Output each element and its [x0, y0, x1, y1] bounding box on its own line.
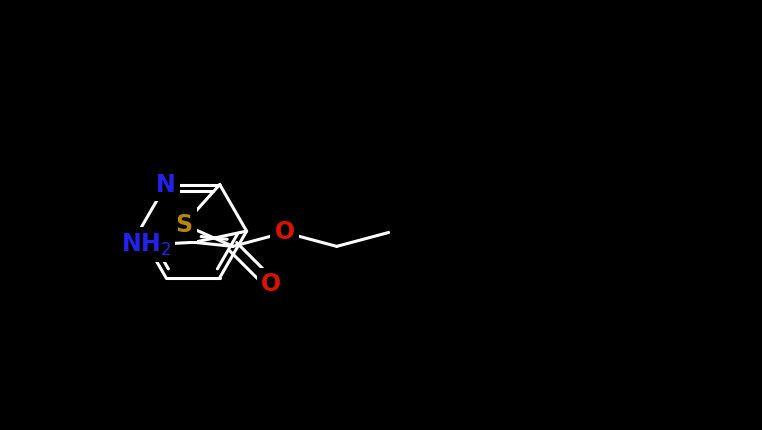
- Text: S: S: [175, 212, 192, 236]
- Text: N: N: [156, 172, 176, 197]
- Text: O: O: [275, 221, 295, 245]
- Text: O: O: [261, 272, 281, 296]
- Text: NH$_2$: NH$_2$: [120, 232, 171, 258]
